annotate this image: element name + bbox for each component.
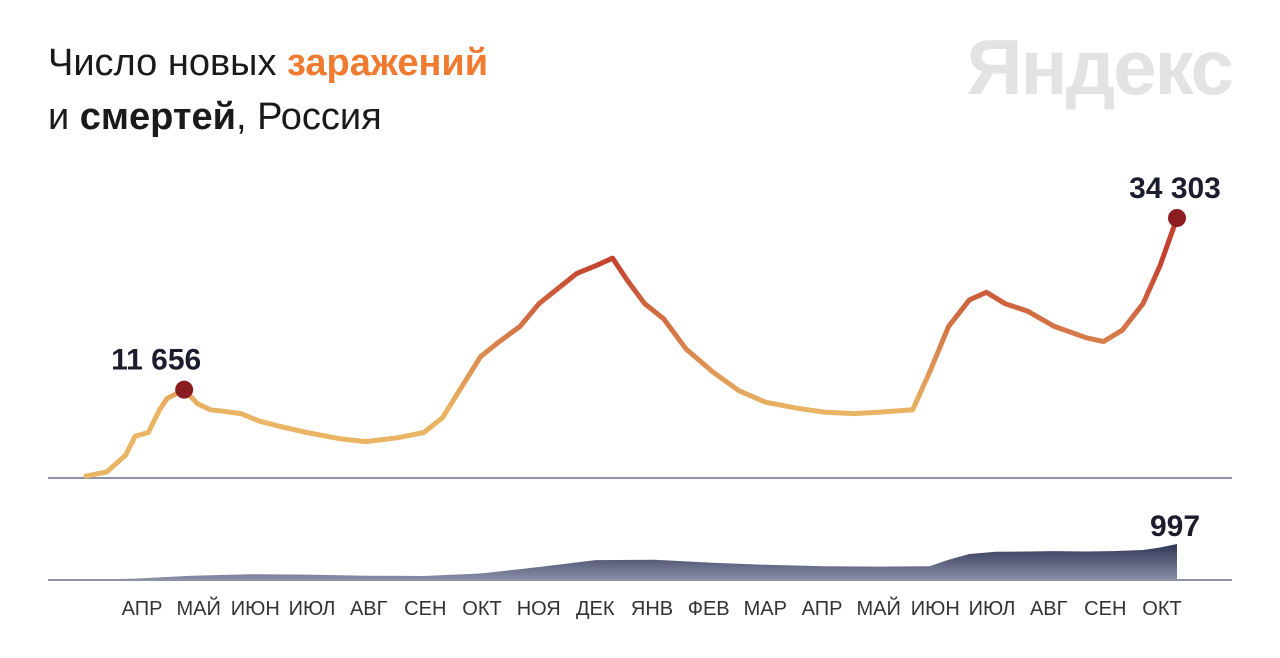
x-tick-label: ИЮН xyxy=(231,598,280,620)
x-tick-label: НОЯ xyxy=(517,598,561,620)
title-text: и xyxy=(48,96,80,138)
x-tick-label: АВГ xyxy=(1030,598,1068,620)
deaths-value-label: 997 xyxy=(1150,510,1200,543)
x-tick-label: МАР xyxy=(744,598,787,620)
x-tick-label: МАЙ xyxy=(857,596,901,620)
x-tick-label: АВГ xyxy=(350,598,388,620)
title-line-1: Число новых заражений xyxy=(48,36,488,90)
x-tick-label: ИЮН xyxy=(911,598,960,620)
deaths-series-area xyxy=(86,544,1177,580)
cases-value-label: 11 656 xyxy=(111,344,201,377)
title-text: Число новых xyxy=(48,42,288,84)
x-tick-label: ИЮЛ xyxy=(289,598,336,620)
cases-peak-marker xyxy=(1168,209,1186,227)
title-line-2: и смертей, Россия xyxy=(48,90,488,144)
x-tick-label: ОКТ xyxy=(462,598,501,620)
x-tick-label: МАЙ xyxy=(177,596,221,620)
x-tick-label: ЯНВ xyxy=(631,598,673,620)
x-tick-label: СЕН xyxy=(404,598,446,620)
cases-series-line xyxy=(83,215,1180,479)
title-strong-deaths: смертей xyxy=(79,96,236,138)
title-accent-cases: заражений xyxy=(287,42,489,84)
x-tick-label: АПР xyxy=(122,598,163,620)
title-text: , Россия xyxy=(236,96,382,138)
x-tick-label: ОКТ xyxy=(1142,598,1181,620)
x-tick-label: АПР xyxy=(802,598,843,620)
chart-title: Число новых заражений и смертей, Россия xyxy=(48,36,488,144)
cases-peak-marker xyxy=(175,380,194,399)
x-tick-label: ФЕВ xyxy=(688,598,730,620)
yandex-logo: Яндекс xyxy=(966,23,1234,111)
cases-value-label: 34 303 xyxy=(1129,172,1221,205)
x-tick-label: ДЕК xyxy=(576,598,615,620)
x-tick-label: ИЮЛ xyxy=(969,598,1016,620)
x-tick-label: СЕН xyxy=(1084,598,1126,620)
